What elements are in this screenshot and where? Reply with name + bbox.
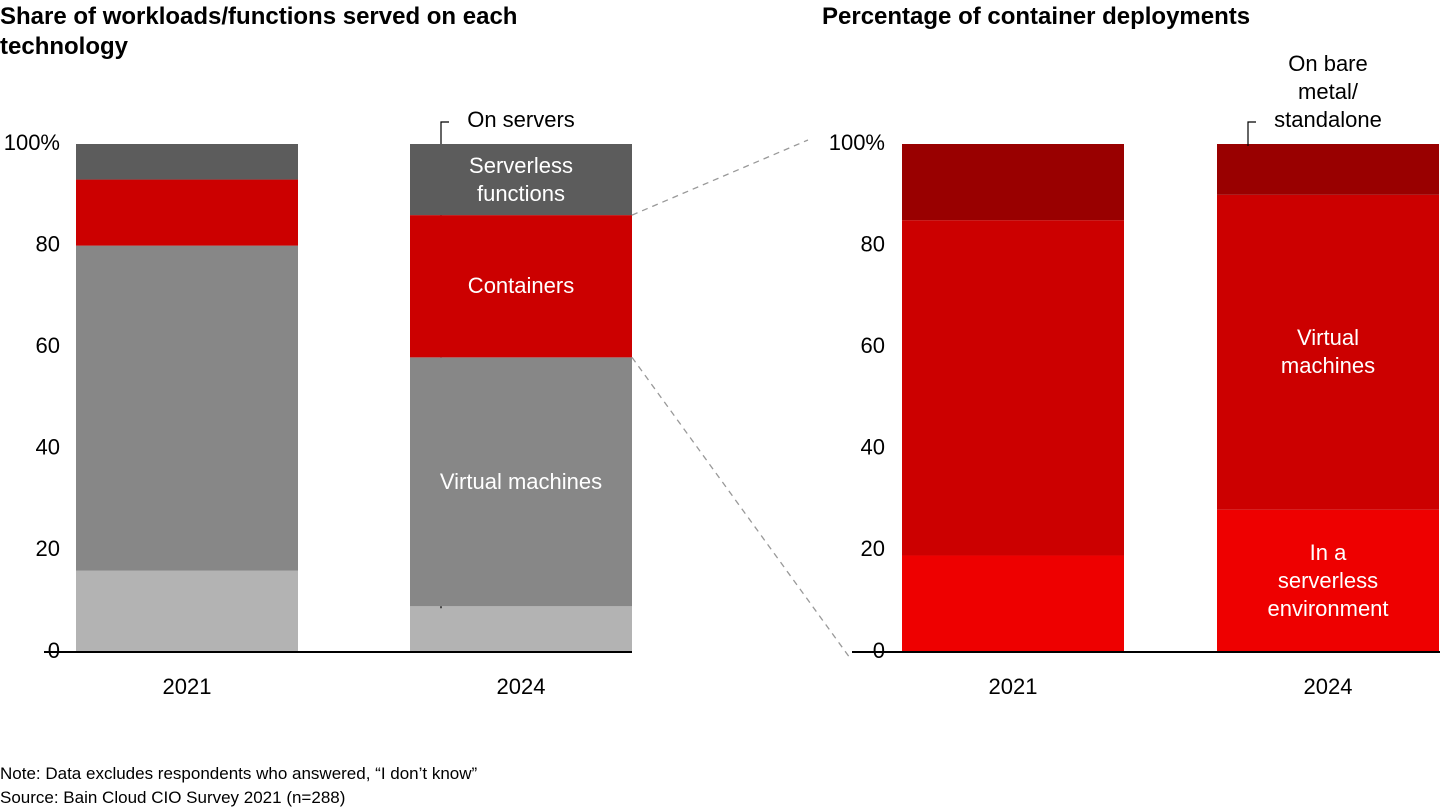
segment-label: Virtual machines — [439, 468, 603, 494]
x-tick-label: 2024 — [1304, 674, 1353, 699]
y-tick-label: 0 — [48, 638, 60, 663]
segment-label: On bare metal/ standalone — [1274, 51, 1382, 132]
bar-segment — [902, 144, 1124, 221]
bar-segment — [1217, 144, 1439, 195]
bar-segment — [1217, 509, 1439, 652]
y-tick-label: 80 — [861, 231, 885, 256]
y-tick-label: 20 — [36, 536, 60, 561]
y-tick-label: 0 — [873, 638, 885, 663]
segment-label: Virtual machines — [1280, 325, 1376, 379]
bar-segment — [410, 215, 632, 358]
segment-label: Serverless functions — [469, 152, 573, 206]
y-tick-label: 40 — [861, 435, 885, 460]
bar-segment — [410, 606, 632, 652]
y-tick-label: 100% — [4, 130, 60, 155]
bar-segment — [410, 144, 632, 216]
bar-segment — [76, 144, 298, 180]
label-bracket — [1247, 121, 1256, 146]
y-tick-label: 40 — [36, 435, 60, 460]
bar-segment — [76, 179, 298, 246]
segment-label: Containers — [467, 273, 575, 299]
note: Note: Data excludes respondents who answ… — [0, 764, 478, 783]
connector — [631, 356, 851, 659]
connector — [631, 139, 809, 216]
y-tick-label: 60 — [861, 333, 885, 358]
segment-label: In a serverless environment — [1267, 539, 1389, 621]
y-tick-label: 20 — [861, 536, 885, 561]
bar-segment — [410, 357, 632, 607]
y-tick-label: 100% — [829, 130, 885, 155]
source: Source: Bain Cloud CIO Survey 2021 (n=28… — [0, 788, 346, 807]
bar-segment — [1217, 194, 1439, 510]
bar-segment — [76, 570, 298, 652]
bar-segment — [902, 220, 1124, 556]
x-tick-label: 2021 — [163, 674, 212, 699]
x-tick-label: 2021 — [989, 674, 1038, 699]
bar-segment — [76, 245, 298, 571]
x-tick-label: 2024 — [497, 674, 546, 699]
bar-segment — [902, 555, 1124, 652]
y-tick-label: 60 — [36, 333, 60, 358]
chart-title: Share of workloads/functions served on e… — [0, 3, 518, 60]
y-tick-label: 80 — [36, 231, 60, 256]
segment-label: On servers — [467, 107, 575, 132]
chart-title: Percentage of container deployments — [822, 3, 1251, 30]
